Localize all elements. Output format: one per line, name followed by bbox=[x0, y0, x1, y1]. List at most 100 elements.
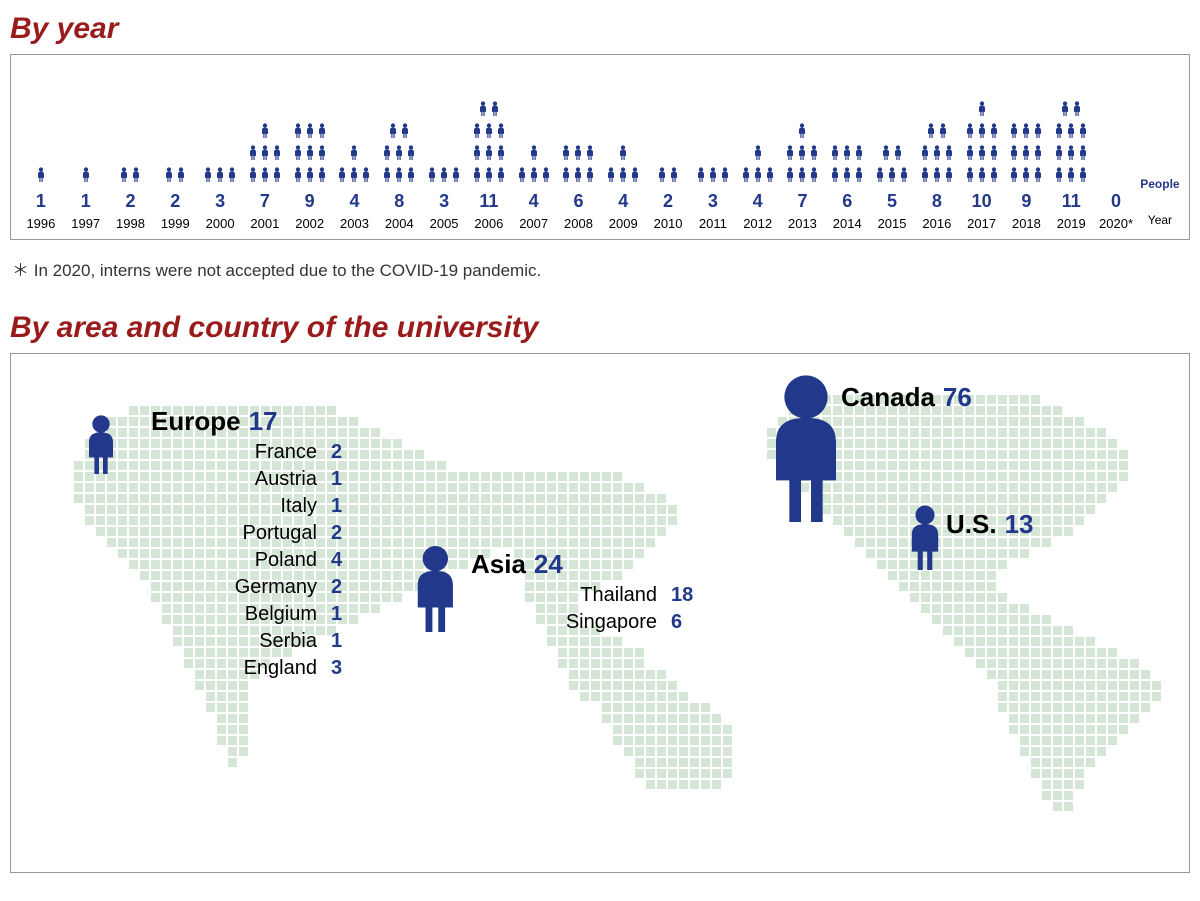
by-year-footnote: ＊ In 2020, interns were not accepted due… bbox=[0, 250, 1200, 299]
person-icon bbox=[932, 145, 942, 165]
person-icon bbox=[920, 145, 930, 165]
country-value: 1 bbox=[331, 601, 361, 628]
person-icon bbox=[618, 167, 628, 187]
region-person-icon bbox=[903, 504, 947, 575]
person-icon bbox=[119, 167, 129, 187]
country-name: England bbox=[151, 655, 331, 682]
person-icon bbox=[337, 167, 347, 187]
person-icon bbox=[965, 167, 975, 187]
country-value: 2 bbox=[331, 520, 361, 547]
person-icon bbox=[248, 167, 258, 187]
year-label: 2015 bbox=[878, 216, 907, 231]
person-icon bbox=[797, 167, 807, 187]
country-value: 1 bbox=[331, 466, 361, 493]
year-count: 10 bbox=[972, 191, 992, 212]
person-icon bbox=[349, 167, 359, 187]
country-value: 1 bbox=[331, 493, 361, 520]
person-icon bbox=[926, 123, 936, 143]
year-column: 22010 bbox=[646, 67, 690, 231]
person-icon bbox=[561, 167, 571, 187]
person-icon bbox=[1033, 145, 1043, 165]
person-icon bbox=[293, 145, 303, 165]
country-value: 1 bbox=[331, 628, 361, 655]
world-map-panel: Europe17France2Austria1Italy1Portugal2Po… bbox=[10, 353, 1190, 873]
year-label: 1996 bbox=[26, 216, 55, 231]
person-icon bbox=[854, 145, 864, 165]
person-icon bbox=[741, 167, 751, 187]
country-name: Austria bbox=[151, 466, 331, 493]
year-label: 2019 bbox=[1057, 216, 1086, 231]
year-label: 2000 bbox=[206, 216, 235, 231]
person-icon bbox=[382, 145, 392, 165]
person-icon bbox=[36, 167, 46, 187]
person-icon bbox=[227, 167, 237, 187]
year-label: 2012 bbox=[743, 216, 772, 231]
person-icon bbox=[272, 167, 282, 187]
year-count: 4 bbox=[753, 191, 763, 212]
year-label: 2018 bbox=[1012, 216, 1041, 231]
region-block-us: U.S.13 bbox=[946, 509, 1116, 540]
year-column: 82016 bbox=[915, 67, 959, 231]
person-icon bbox=[496, 123, 506, 143]
person-icon bbox=[809, 145, 819, 165]
person-icon bbox=[1060, 101, 1070, 121]
country-list: Thailand18Singapore6 bbox=[471, 582, 701, 636]
year-column: 42003 bbox=[333, 67, 377, 231]
person-icon bbox=[875, 167, 885, 187]
country-value: 6 bbox=[671, 609, 701, 636]
person-icon bbox=[1021, 123, 1031, 143]
person-icon bbox=[490, 101, 500, 121]
person-icon bbox=[260, 145, 270, 165]
country-value: 4 bbox=[331, 547, 361, 574]
person-icon bbox=[349, 145, 359, 165]
year-column: 62014 bbox=[825, 67, 869, 231]
country-row: France2 bbox=[151, 439, 361, 466]
person-icon bbox=[1066, 167, 1076, 187]
country-value: 2 bbox=[331, 574, 361, 601]
person-icon bbox=[765, 167, 775, 187]
person-icon bbox=[989, 167, 999, 187]
person-icon bbox=[305, 145, 315, 165]
year-label: 2006 bbox=[474, 216, 503, 231]
person-icon bbox=[1078, 123, 1088, 143]
person-icon bbox=[708, 167, 718, 187]
year-count: 11 bbox=[1062, 191, 1081, 212]
year-label: 1999 bbox=[161, 216, 190, 231]
person-icon bbox=[932, 167, 942, 187]
person-icon bbox=[272, 145, 282, 165]
person-icon bbox=[1054, 123, 1064, 143]
country-list: France2Austria1Italy1Portugal2Poland4Ger… bbox=[151, 439, 361, 682]
year-count: 0 bbox=[1111, 191, 1121, 212]
person-icon bbox=[1021, 167, 1031, 187]
person-icon bbox=[585, 145, 595, 165]
person-icon bbox=[496, 167, 506, 187]
country-row: Singapore6 bbox=[471, 609, 701, 636]
year-column: 82004 bbox=[377, 67, 421, 231]
year-column: 11997 bbox=[64, 67, 108, 231]
person-icon bbox=[657, 167, 667, 187]
year-column: 62008 bbox=[557, 67, 601, 231]
year-count: 4 bbox=[618, 191, 628, 212]
year-count: 9 bbox=[305, 191, 315, 212]
country-row: Germany2 bbox=[151, 574, 361, 601]
year-column: 112006 bbox=[467, 67, 511, 231]
person-icon bbox=[965, 145, 975, 165]
person-icon bbox=[203, 167, 213, 187]
person-icon bbox=[1072, 101, 1082, 121]
person-icon bbox=[965, 123, 975, 143]
year-label: 2020* bbox=[1099, 216, 1133, 231]
year-label: 2001 bbox=[250, 216, 279, 231]
year-label: 2005 bbox=[430, 216, 459, 231]
year-label: 2017 bbox=[967, 216, 996, 231]
country-name: Belgium bbox=[151, 601, 331, 628]
region-value: 17 bbox=[249, 406, 278, 436]
year-label: 2007 bbox=[519, 216, 548, 231]
region-title: Asia bbox=[471, 549, 526, 579]
person-icon bbox=[989, 123, 999, 143]
axis-label: Year bbox=[1148, 213, 1172, 227]
person-icon bbox=[406, 167, 416, 187]
person-icon bbox=[484, 123, 494, 143]
person-icon bbox=[1009, 167, 1019, 187]
person-icon bbox=[472, 167, 482, 187]
year-count: 3 bbox=[215, 191, 225, 212]
